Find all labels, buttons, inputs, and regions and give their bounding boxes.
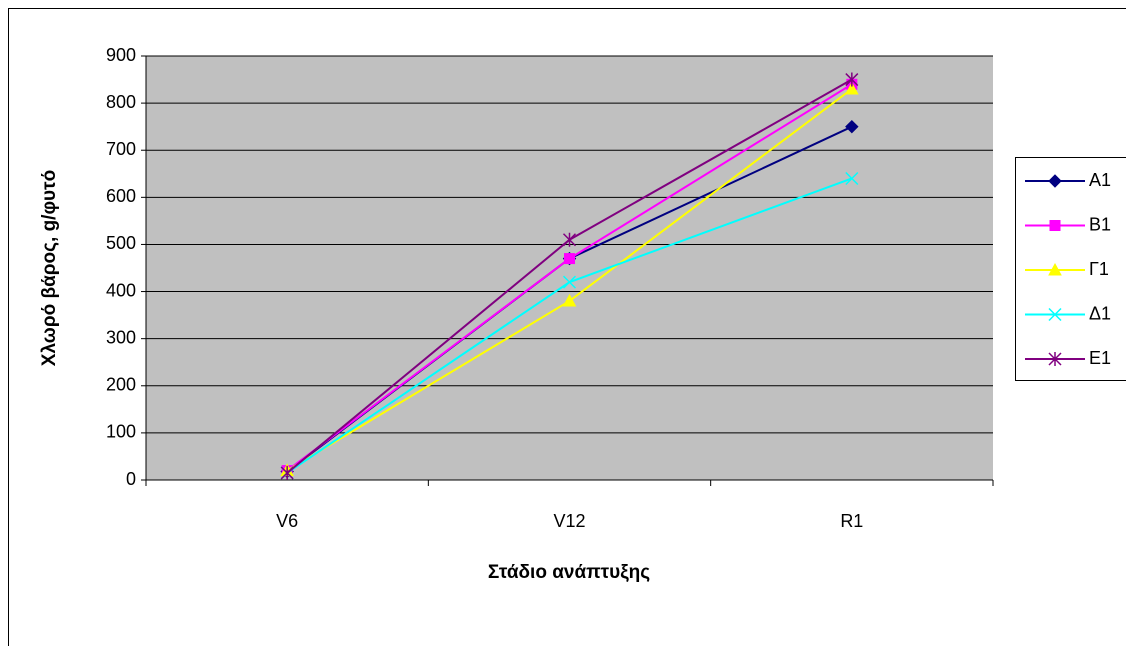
- y-tick-label: 200: [106, 375, 136, 395]
- marker: [280, 465, 294, 480]
- marker: [1048, 262, 1062, 276]
- marker: [562, 293, 577, 307]
- marker: [1049, 220, 1061, 231]
- marker: [562, 275, 577, 289]
- y-tick-label: 500: [106, 233, 136, 253]
- marker: [845, 171, 859, 186]
- x-tick-label: R1: [840, 511, 863, 531]
- marker: [1048, 352, 1062, 366]
- legend-label: B1: [1089, 214, 1111, 234]
- legend-label: E1: [1089, 348, 1111, 368]
- y-axis-label: Χλωρό βάρος, g/φυτό: [39, 170, 60, 366]
- plot-area: [146, 56, 993, 480]
- marker: [844, 81, 859, 95]
- marker: [845, 72, 859, 87]
- legend-label: A1: [1089, 170, 1111, 190]
- y-tick-label: 0: [126, 469, 136, 489]
- y-tick-label: 700: [106, 139, 136, 159]
- y-tick-label: 300: [106, 327, 136, 347]
- legend-label: Γ1: [1089, 259, 1109, 279]
- marker: [562, 232, 577, 247]
- x-tick-label: V6: [276, 511, 298, 531]
- x-axis-label: Στάδιο ανάπτυξης: [488, 562, 650, 583]
- y-tick-label: 600: [106, 186, 136, 206]
- x-tick-label: V12: [553, 511, 585, 531]
- marker: [1048, 307, 1062, 322]
- y-tick-label: 900: [106, 45, 136, 65]
- marker: [1048, 174, 1062, 188]
- marker: [564, 253, 575, 265]
- y-tick-label: 800: [106, 92, 136, 112]
- marker: [845, 119, 859, 134]
- y-tick-label: 100: [106, 422, 136, 442]
- legend-label: Δ1: [1089, 303, 1111, 323]
- y-tick-label: 400: [106, 280, 136, 300]
